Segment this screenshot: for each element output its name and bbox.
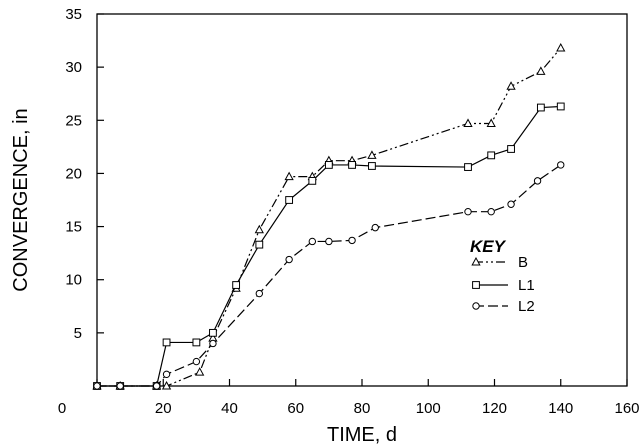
y-tick-label: 25 — [65, 112, 82, 129]
data-point-l1 — [162, 338, 171, 347]
x-tick-label: 80 — [354, 400, 371, 417]
series-line-l2 — [97, 164, 562, 387]
data-point-b — [506, 81, 516, 90]
x-axis-title: TIME, d — [327, 424, 397, 444]
data-point-l2 — [162, 370, 171, 379]
data-point-l2 — [152, 382, 161, 390]
y-axis-title: CONVERGENCE, in — [10, 108, 32, 291]
data-point-l2 — [533, 177, 542, 185]
x-axis-ticks: 20 40 60 80 100 120 140 160 — [96, 379, 640, 417]
series-l2 — [93, 161, 565, 390]
data-point-l2 — [93, 382, 101, 390]
legend-label-l1: L1 — [518, 277, 535, 294]
data-point-l2 — [116, 382, 124, 390]
data-point-l1 — [285, 196, 294, 204]
data-point-l2 — [255, 289, 264, 298]
data-point-l1 — [487, 151, 496, 160]
legend-label-b: B — [518, 254, 528, 271]
y-axis-ticks: 5 10 15 20 25 30 35 — [65, 6, 104, 342]
legend-marker-l1 — [472, 281, 480, 289]
x-tick-label: 140 — [548, 400, 573, 417]
data-point-l2 — [487, 207, 495, 216]
data-point-l1 — [536, 103, 545, 112]
data-point-l1 — [308, 176, 317, 185]
legend: KEY B L1 L2 — [470, 237, 535, 315]
data-point-l2 — [325, 237, 333, 246]
data-point-l2 — [285, 255, 293, 264]
legend-marker-b — [471, 256, 481, 266]
data-point-l1 — [556, 102, 565, 111]
y-tick-label: 30 — [65, 59, 82, 76]
origin-label: 0 — [58, 400, 66, 417]
data-point-l2 — [192, 357, 201, 366]
y-tick-label: 15 — [65, 219, 82, 236]
legend-title: KEY — [470, 237, 507, 256]
data-point-b — [161, 380, 172, 390]
y-tick-label: 35 — [65, 6, 82, 23]
data-point-l2 — [348, 236, 356, 245]
data-point-l1 — [255, 240, 264, 249]
data-point-l2 — [464, 207, 472, 216]
x-tick-label: 160 — [614, 400, 639, 417]
data-point-l2 — [371, 223, 379, 232]
legend-items: B L1 L2 — [471, 254, 535, 315]
x-tick-label: 40 — [221, 400, 238, 417]
data-point-b — [284, 171, 294, 181]
series-line-b — [97, 47, 562, 387]
data-point-b — [254, 224, 264, 234]
data-point-l1 — [324, 161, 333, 169]
data-point-l1 — [507, 145, 515, 153]
legend-marker-l2 — [472, 302, 480, 310]
data-point-l2 — [308, 237, 317, 246]
x-tick-label: 120 — [482, 400, 507, 417]
x-tick-label: 20 — [155, 400, 172, 417]
data-point-b — [486, 118, 496, 127]
y-tick-label: 10 — [65, 272, 82, 289]
plot-frame — [96, 13, 628, 387]
data-point-l1 — [192, 338, 201, 347]
data-point-l2 — [557, 161, 565, 169]
data-point-l1 — [232, 281, 241, 289]
data-point-l1 — [464, 163, 472, 171]
x-tick-label: 60 — [287, 400, 304, 417]
data-point-b — [367, 150, 377, 159]
data-point-l1 — [368, 162, 376, 170]
data-point-b — [536, 66, 546, 75]
data-point-l2 — [209, 339, 217, 348]
data-point-l2 — [507, 200, 515, 208]
data-point-b — [463, 118, 473, 127]
series-layer — [92, 42, 566, 390]
y-tick-label: 5 — [74, 325, 82, 342]
x-tick-label: 100 — [416, 400, 441, 417]
data-point-l1 — [209, 328, 217, 337]
legend-label-l2: L2 — [518, 298, 535, 315]
y-tick-label: 20 — [65, 165, 82, 182]
series-b — [92, 42, 566, 390]
data-point-b — [556, 42, 566, 52]
data-point-b — [195, 367, 205, 376]
data-point-l1 — [348, 161, 356, 169]
